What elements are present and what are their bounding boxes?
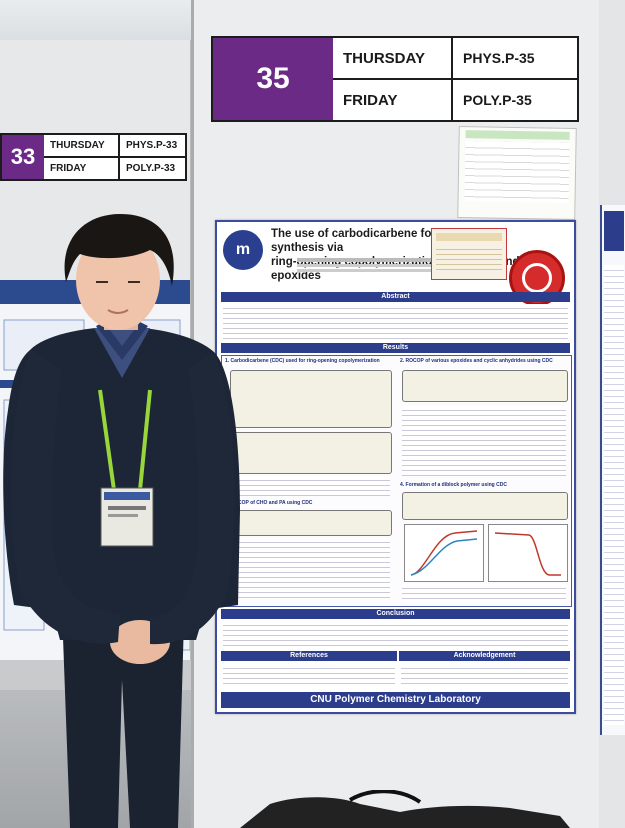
right-board-poster-fragment: [600, 205, 625, 735]
award-sticker: [431, 228, 507, 280]
acknowledgement-text: [401, 664, 568, 688]
university-logo-glyph: m: [235, 241, 251, 258]
left-code-phys: PHYS.P-33: [120, 135, 185, 158]
scheme-cdc-2: [230, 432, 392, 474]
subhead-1: 1. Carbodicarbene (CDC) used for ring-op…: [225, 358, 380, 364]
section-results: Results: [221, 343, 570, 353]
left-schedule-sign: 33 THURSDAY FRIDAY PHYS.P-33 POLY.P-33: [0, 133, 187, 181]
day-friday: FRIDAY: [343, 91, 398, 109]
left-board-number: 33: [2, 135, 44, 179]
abstract-text-block: [223, 304, 568, 340]
day-thursday: THURSDAY: [333, 38, 451, 80]
scheme-monomers: [402, 370, 568, 402]
section-references: References: [221, 651, 397, 661]
gpc-plot-curve: [410, 530, 478, 576]
cdc-description: [230, 476, 390, 496]
research-poster: m The use of carbodicarbene for bio synth…: [215, 220, 576, 714]
diblock-description: [402, 584, 566, 602]
section-abstract: Abstract: [221, 292, 570, 302]
lab-name-footer: CNU Polymer Chemistry Laboratory: [221, 692, 570, 708]
poster-title-line1-end: synthesis via: [271, 242, 344, 254]
section-acknowledgement: Acknowledgement: [399, 651, 570, 661]
board-number: 35: [213, 38, 333, 120]
evaluation-sheet-grid: [464, 141, 570, 203]
university-logo: m: [223, 230, 263, 270]
results-panel: 1. Carbodicarbene (CDC) used for ring-op…: [221, 355, 572, 607]
presenter-person: [3, 214, 241, 828]
references-list: [223, 664, 395, 688]
scheme-diblock: [402, 492, 568, 520]
poster-title-line1: The use of carbodicarbene for bio: [271, 228, 457, 240]
table-rocop-monomers: [402, 406, 566, 476]
poster-authors: [297, 256, 527, 274]
scheme-cho-pa: [230, 510, 392, 536]
subhead-4: 4. Formation of a diblock polymer using …: [400, 482, 507, 488]
evaluation-sheet-header: [465, 130, 570, 140]
evaluation-sheet: [457, 125, 577, 221]
table-cho-pa: [230, 538, 390, 598]
tga-plot-curve: [494, 532, 561, 576]
code-poly: POLY.P-35: [463, 92, 532, 108]
code-phys: PHYS.P-35: [453, 38, 577, 80]
conclusion-text-block: [223, 621, 568, 647]
tga-plot: [488, 524, 568, 582]
section-conclusion: Conclusion: [221, 609, 570, 619]
left-day-thursday: THURSDAY: [44, 135, 118, 158]
bag-on-floor: [240, 790, 570, 828]
scheme-cdc: [230, 370, 392, 428]
subhead-3: 3. ROCOP of CHO and PA using CDC: [225, 500, 313, 506]
left-day-friday: FRIDAY: [50, 163, 87, 174]
main-schedule-sign: 35 THURSDAY FRIDAY PHYS.P-35 POLY.P-35: [211, 36, 579, 122]
left-code-poly: POLY.P-33: [126, 163, 176, 174]
subhead-2: 2. ROCOP of various epoxides and cyclic …: [400, 358, 553, 364]
gpc-plot: [404, 524, 484, 582]
